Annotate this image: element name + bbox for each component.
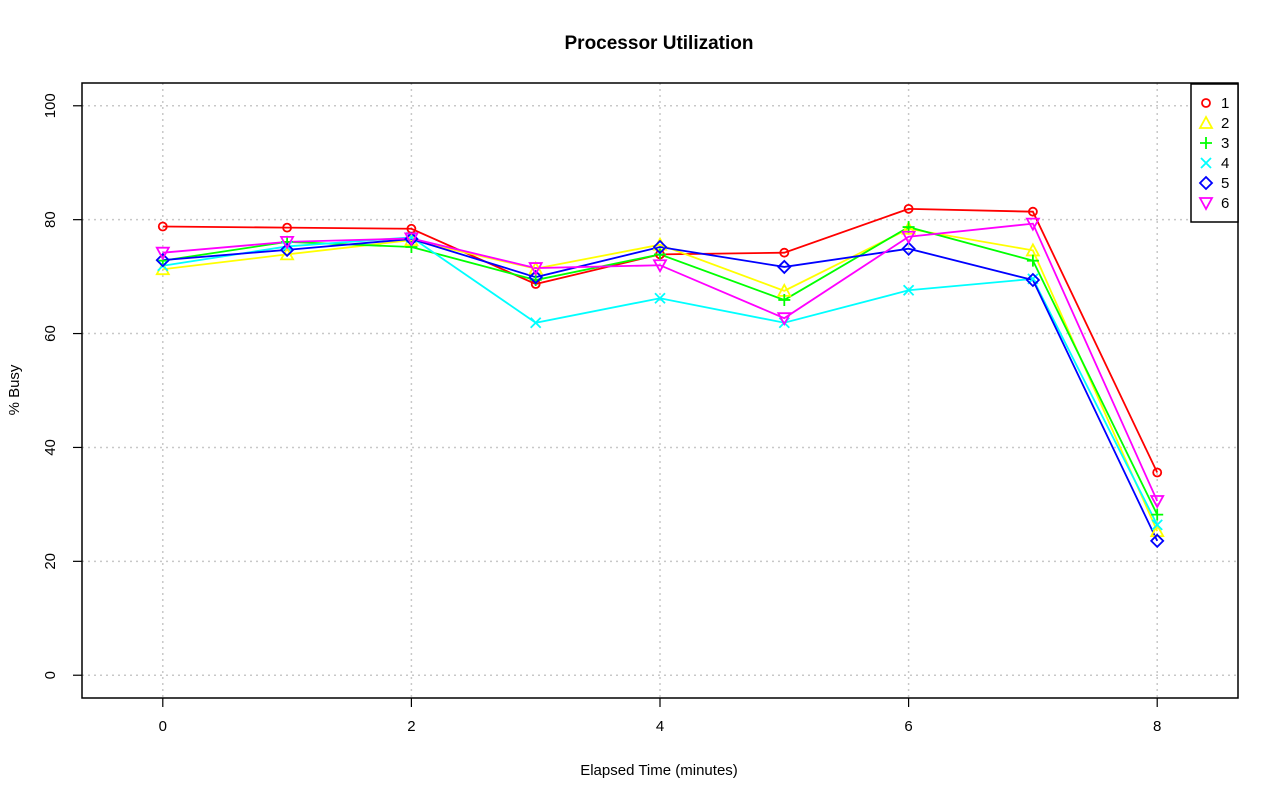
legend: 1 2 3 4 5 6 [1190, 83, 1239, 223]
series-line-4 [162, 236, 1159, 526]
legend-label-3: 3 [1221, 135, 1229, 152]
series-4-point [530, 317, 542, 329]
series-1-point [1152, 467, 1163, 478]
series-6-point [901, 230, 917, 245]
series-line-2 [162, 227, 1159, 532]
x-tick-label: 4 [656, 718, 664, 735]
x-tick-label: 0 [159, 718, 167, 735]
series-6-point [403, 232, 419, 247]
legend-marker-2 [1198, 115, 1214, 129]
series-5-point [652, 239, 668, 255]
series-4-point [902, 284, 915, 296]
series-6-point [1025, 217, 1041, 232]
legend-marker-1 [1201, 98, 1211, 108]
series-5-point [1149, 533, 1165, 549]
series-1-point [779, 247, 790, 258]
legend-label-2: 2 [1221, 115, 1229, 132]
x-axis-label: Elapsed Time (minutes) [580, 762, 738, 779]
series-5-point [777, 259, 792, 275]
series-6-point [155, 246, 171, 261]
legend-marker-5 [1198, 175, 1214, 191]
series-1-point [1028, 206, 1038, 217]
series-6-point [279, 235, 295, 250]
legend-marker-6 [1198, 197, 1214, 211]
series-3-point [654, 248, 666, 261]
series-4-point [654, 292, 666, 304]
y-axis: 0 20 40 60 80 100 [42, 93, 82, 679]
legend-label-5: 5 [1221, 175, 1229, 192]
legend-marker-4 [1200, 157, 1212, 169]
series-line-5 [162, 238, 1159, 542]
series-line-6 [162, 222, 1159, 502]
series-3-point [1151, 508, 1164, 521]
series-6-point [776, 312, 792, 327]
legend-label-4: 4 [1221, 155, 1229, 172]
series-6-point [528, 262, 544, 276]
legend-label-1: 1 [1221, 95, 1229, 112]
y-tick-label: 20 [42, 553, 59, 570]
y-tick-label: 0 [42, 671, 59, 679]
grid-lines [82, 83, 1238, 698]
series-4-point [1151, 519, 1163, 531]
series-2-point [901, 220, 917, 235]
series-markers [155, 203, 1165, 549]
series-5-point [1025, 272, 1041, 288]
y-tick-label: 100 [42, 93, 59, 118]
series-2-point [1149, 523, 1165, 538]
x-tick-label: 8 [1153, 718, 1161, 735]
series-5-point [155, 252, 171, 268]
x-tick-label: 2 [407, 718, 415, 735]
chart-title: Processor Utilization [565, 33, 754, 54]
series-6-point [1149, 495, 1165, 509]
series-6-point [652, 259, 668, 274]
legend-box [1190, 83, 1239, 223]
series-1-point [903, 203, 914, 214]
y-tick-label: 40 [42, 439, 59, 456]
x-axis: 0 2 4 6 8 [159, 698, 1161, 735]
series-1-point [282, 222, 292, 233]
series-5-point [901, 241, 916, 256]
series-3-point [1026, 254, 1039, 267]
x-tick-label: 6 [904, 718, 912, 735]
y-axis-label: % Busy [6, 364, 23, 415]
legend-marker-3 [1200, 137, 1212, 149]
series-5-point [279, 242, 295, 258]
y-tick-label: 80 [42, 211, 59, 228]
series-3-point [778, 293, 791, 306]
y-tick-label: 60 [42, 325, 59, 342]
series-1-point [157, 221, 168, 232]
legend-label-6: 6 [1221, 195, 1229, 212]
series-5-point [528, 269, 543, 285]
